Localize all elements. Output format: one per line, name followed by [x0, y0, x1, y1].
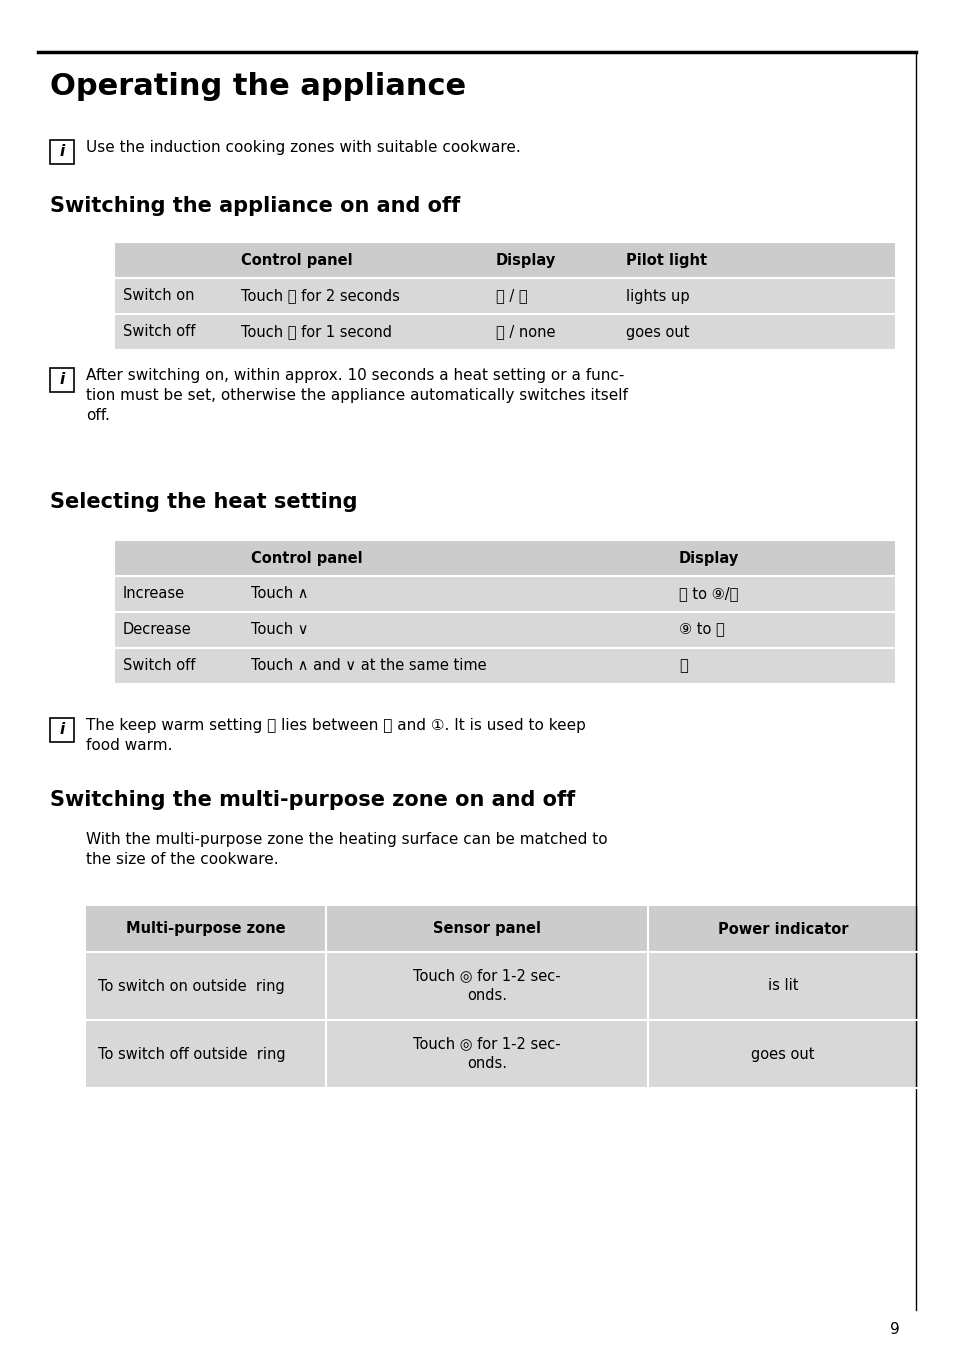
Text: i: i — [59, 722, 65, 737]
Text: ⑨ to ⓿: ⑨ to ⓿ — [679, 622, 724, 638]
Text: Multi-purpose zone: Multi-purpose zone — [126, 922, 286, 937]
Text: With the multi-purpose zone the heating surface can be matched to: With the multi-purpose zone the heating … — [86, 831, 607, 846]
Text: Ⓤ to ⑨/ⓟ: Ⓤ to ⑨/ⓟ — [679, 587, 738, 602]
Text: Switching the multi-purpose zone on and off: Switching the multi-purpose zone on and … — [50, 790, 575, 810]
Text: To switch on outside  ring: To switch on outside ring — [98, 979, 284, 994]
Text: is lit: is lit — [767, 979, 798, 994]
Text: Operating the appliance: Operating the appliance — [50, 72, 466, 101]
Text: ⓿ / ⓗ: ⓿ / ⓗ — [496, 288, 527, 303]
Bar — [50, 141, 74, 164]
Text: i: i — [59, 145, 65, 160]
Text: the size of the cookware.: the size of the cookware. — [86, 852, 278, 867]
Text: 9: 9 — [889, 1322, 899, 1337]
Text: To switch off outside  ring: To switch off outside ring — [98, 1046, 285, 1061]
Text: Sensor panel: Sensor panel — [433, 922, 540, 937]
Bar — [115, 648, 894, 684]
Text: Switch off: Switch off — [123, 324, 195, 339]
Text: Use the induction cooking zones with suitable cookware.: Use the induction cooking zones with sui… — [86, 141, 520, 155]
Bar — [115, 612, 894, 648]
Text: Touch ∧: Touch ∧ — [251, 587, 308, 602]
Text: The keep warm setting Ⓤ lies between ⓿ and ①. It is used to keep
food warm.: The keep warm setting Ⓤ lies between ⓿ a… — [86, 718, 585, 753]
Text: goes out: goes out — [625, 324, 689, 339]
Text: Power indicator: Power indicator — [717, 922, 847, 937]
Bar — [50, 368, 74, 392]
Text: Selecting the heat setting: Selecting the heat setting — [50, 492, 357, 512]
Bar — [86, 906, 917, 952]
Text: goes out: goes out — [750, 1046, 814, 1061]
Text: Touch Ⓟ for 2 seconds: Touch Ⓟ for 2 seconds — [241, 288, 399, 303]
Bar — [115, 539, 894, 576]
Text: Touch ∨: Touch ∨ — [251, 622, 308, 638]
Text: Display: Display — [496, 253, 556, 268]
Text: Display: Display — [679, 550, 739, 565]
Text: Touch ◎ for 1-2 sec-
onds.: Touch ◎ for 1-2 sec- onds. — [413, 968, 560, 1003]
Bar — [115, 576, 894, 612]
Text: Touch Ⓟ for 1 second: Touch Ⓟ for 1 second — [241, 324, 392, 339]
Text: Control panel: Control panel — [241, 253, 353, 268]
Bar — [115, 279, 894, 314]
Text: Switch off: Switch off — [123, 658, 195, 673]
Text: i: i — [59, 373, 65, 388]
Text: Increase: Increase — [123, 587, 185, 602]
Text: Switching the appliance on and off: Switching the appliance on and off — [50, 196, 459, 216]
Bar — [115, 242, 894, 279]
Bar — [86, 1019, 917, 1088]
Text: Touch ∧ and ∨ at the same time: Touch ∧ and ∨ at the same time — [251, 658, 486, 673]
Text: ⓿: ⓿ — [679, 658, 687, 673]
Text: Touch ◎ for 1-2 sec-
onds.: Touch ◎ for 1-2 sec- onds. — [413, 1037, 560, 1071]
Bar — [115, 314, 894, 350]
Bar — [86, 952, 917, 1019]
Text: ⓗ / none: ⓗ / none — [496, 324, 555, 339]
Text: Switch on: Switch on — [123, 288, 194, 303]
Text: After switching on, within approx. 10 seconds a heat setting or a func-
tion mus: After switching on, within approx. 10 se… — [86, 368, 627, 423]
Text: Pilot light: Pilot light — [625, 253, 706, 268]
Text: Control panel: Control panel — [251, 550, 362, 565]
Text: Decrease: Decrease — [123, 622, 192, 638]
Bar — [50, 718, 74, 742]
Text: lights up: lights up — [625, 288, 689, 303]
